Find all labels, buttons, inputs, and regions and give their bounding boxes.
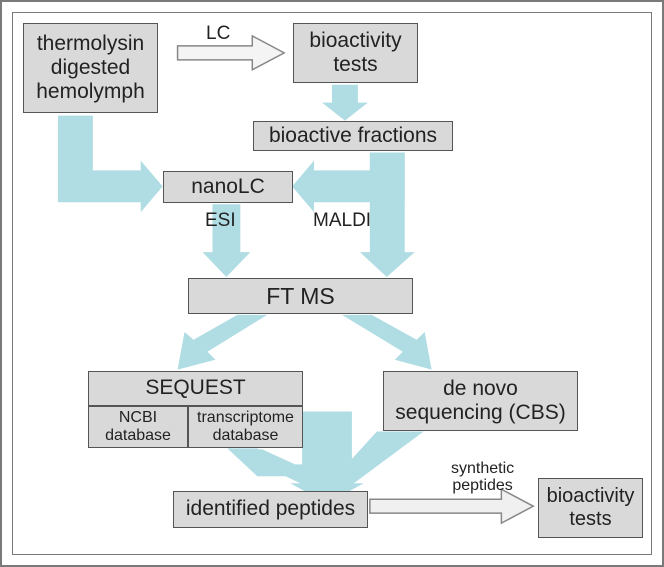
node-ftms-text: FT MS xyxy=(266,283,335,309)
node-bioactivity1-text: bioactivity tests xyxy=(309,29,401,77)
node-bioactivity-2: bioactivity tests xyxy=(538,478,643,538)
node-denovo-text: de novo sequencing (CBS) xyxy=(395,377,565,425)
node-sequest: SEQUEST xyxy=(88,371,303,406)
arrow-ftms-to-sequest xyxy=(178,315,268,370)
node-ncbi-text: NCBI database xyxy=(105,409,171,446)
node-nanolc: nanoLC xyxy=(163,171,293,203)
node-identified: identified peptides xyxy=(173,491,368,528)
arrow-thermolysin-to-nanolc xyxy=(58,116,163,213)
label-lc: LC xyxy=(206,23,230,45)
node-ncbi: NCBI database xyxy=(88,406,188,448)
label-esi: ESI xyxy=(205,210,236,232)
node-thermolysin-text: thermolysin digested hemolymph xyxy=(36,32,145,104)
node-bioactivity2-text: bioactivity tests xyxy=(547,485,635,531)
node-identified-text: identified peptides xyxy=(186,497,355,521)
diagram-inner: thermolysin digested hemolymph bioactivi… xyxy=(12,12,652,555)
node-bioactive-fractions: bioactive fractions xyxy=(253,121,453,151)
node-sequest-text: SEQUEST xyxy=(145,376,245,400)
arrow-ftms-to-denovo xyxy=(342,315,432,370)
label-maldi: MALDI xyxy=(313,210,371,232)
label-synthetic: synthetic peptides xyxy=(451,461,514,495)
arrow-bio-to-fractions xyxy=(322,85,368,121)
diagram-frame: thermolysin digested hemolymph bioactivi… xyxy=(0,0,664,567)
node-transcriptome: transcriptome database xyxy=(188,406,303,448)
node-thermolysin: thermolysin digested hemolymph xyxy=(23,23,158,113)
node-bioactivity-1: bioactivity tests xyxy=(293,23,418,83)
node-denovo: de novo sequencing (CBS) xyxy=(383,371,578,431)
arrow-fractions-to-nanolc xyxy=(292,152,405,212)
node-ftms: FT MS xyxy=(188,278,413,314)
node-transcriptome-text: transcriptome database xyxy=(197,409,294,446)
arrow-lc xyxy=(178,36,285,70)
node-bioactive-fractions-text: bioactive fractions xyxy=(269,124,437,148)
node-nanolc-text: nanoLC xyxy=(191,175,265,199)
